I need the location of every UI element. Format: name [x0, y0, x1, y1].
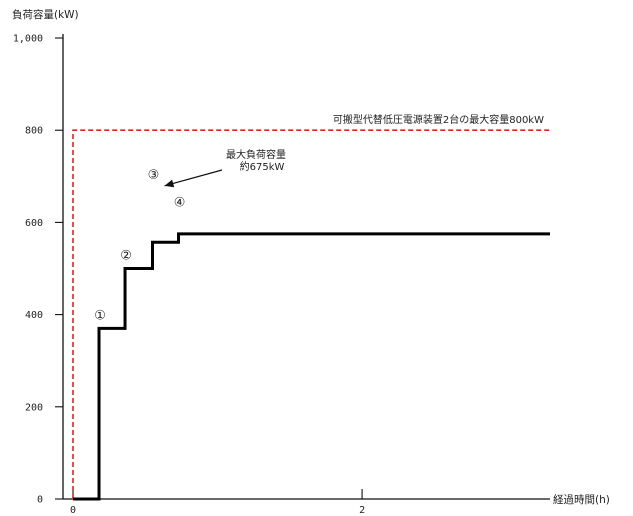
peak-arrow: [164, 169, 223, 187]
arrowhead-icon: [164, 179, 175, 188]
y-tick-label: 1,000: [13, 34, 43, 45]
y-axis-label: 負荷容量(kW): [12, 8, 79, 21]
step-marker-1: ①: [94, 308, 106, 323]
step-marker-2: ②: [120, 249, 132, 264]
peak-annotation-line2: 約675kW: [240, 160, 285, 173]
load-capacity-step-line: [73, 232, 550, 501]
max-capacity-label: 可搬型代替低圧電源装置2台の最大容量800kW: [333, 113, 544, 126]
peak-annotation-line1: 最大負荷容量: [226, 148, 286, 161]
y-tick-label: 400: [25, 310, 43, 321]
y-tick-label: 600: [25, 218, 43, 229]
x-axis-label: 経過時間(h): [553, 493, 610, 506]
y-tick-label: 200: [25, 402, 43, 413]
x-tick-label: 2: [359, 505, 365, 516]
x-tick-label: 0: [70, 505, 76, 516]
y-tick-label: 800: [25, 126, 43, 137]
peak-annotation: 最大負荷容量 約675kW: [164, 148, 286, 188]
y-tick-label: 0: [37, 495, 43, 506]
step-markers: ① ② ③④: [94, 168, 185, 324]
step-marker-3: ③: [148, 168, 160, 183]
y-ticks: 0 200 400 600 800 1,000: [13, 34, 63, 506]
step-marker-4: ④: [174, 195, 186, 210]
max-capacity-limit-line: [72, 129, 550, 499]
axes: [62, 34, 550, 500]
